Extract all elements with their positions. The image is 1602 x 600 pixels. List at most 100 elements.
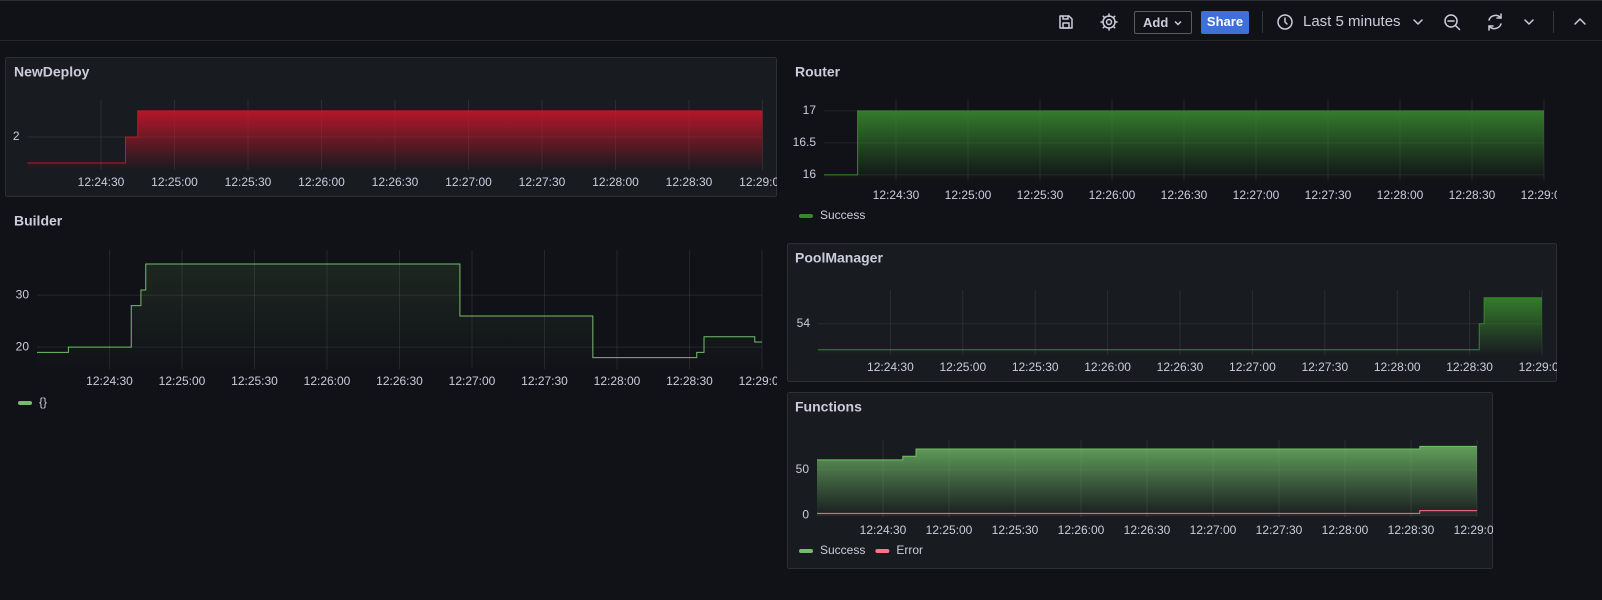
x-tick-label: 12:25:30	[231, 374, 278, 388]
legend-swatch	[875, 549, 890, 553]
x-tick-label: 12:28:00	[1322, 523, 1369, 537]
panel-title: Builder	[14, 213, 63, 229]
x-tick-label: 12:28:30	[666, 175, 713, 189]
x-tick-label: 12:29:00	[1521, 188, 1557, 202]
legend-swatch	[799, 214, 813, 218]
x-tick-label: 12:24:30	[873, 188, 920, 202]
x-tick-label: 12:27:00	[449, 374, 496, 388]
legend-label: {}	[39, 395, 47, 409]
y-tick-label: 50	[796, 462, 810, 476]
x-tick-label: 12:27:00	[1190, 523, 1237, 537]
share-button[interactable]: Share	[1201, 11, 1249, 34]
legend-swatch	[18, 401, 32, 405]
panel-title: NewDeploy	[14, 64, 90, 80]
chevron-down[interactable]	[1409, 13, 1427, 31]
x-tick-label: 12:26:00	[1058, 523, 1105, 537]
x-tick-label: 12:26:00	[304, 374, 351, 388]
chevron	[1174, 20, 1182, 26]
x-tick-label: 12:26:00	[1084, 360, 1131, 374]
refresh-interval[interactable]	[1520, 13, 1538, 31]
x-tick-label: 12:29:00	[739, 175, 777, 189]
y-tick-label: 16	[803, 167, 817, 181]
legend-label: Success	[820, 543, 865, 557]
x-tick-label: 12:26:30	[1161, 188, 1208, 202]
panel: NewDeploy 12:24:30 12:25:00 12:25:30 12:26:0…	[5, 57, 777, 197]
x-tick-label: 12:26:30	[372, 175, 419, 189]
zoom-out-icon[interactable]	[1443, 13, 1461, 31]
x-tick-label: 12:26:30	[1124, 523, 1171, 537]
toolbar: Add Share Last 5 minutes	[0, 0, 1602, 41]
x-tick-label: 12:26:30	[1157, 360, 1204, 374]
x-tick-label: 12:29:00	[1519, 360, 1557, 374]
x-tick-label: 12:25:00	[151, 175, 198, 189]
x-tick-label: 12:25:00	[159, 374, 206, 388]
settings-icon[interactable]	[1100, 13, 1118, 31]
panel-title: Router	[795, 64, 841, 80]
x-tick-label: 12:25:30	[1012, 360, 1059, 374]
x-tick-label: 12:25:00	[926, 523, 973, 537]
x-tick-label: 12:28:00	[1374, 360, 1421, 374]
series-line	[37, 263, 762, 359]
x-tick-label: 12:26:00	[298, 175, 345, 189]
legend-swatch	[799, 549, 813, 553]
series-line	[27, 110, 763, 164]
x-tick-label: 12:25:30	[225, 175, 272, 189]
x-tick-label: 12:26:00	[1089, 188, 1136, 202]
panel: PoolManager 12:24:30 12:25:00 12:25:30 12:26…	[787, 243, 1557, 382]
separator	[1262, 11, 1263, 33]
x-tick-label: 12:29:00	[739, 374, 777, 388]
collapse-icon[interactable]	[1571, 13, 1589, 31]
x-tick-label: 12:28:00	[594, 374, 641, 388]
legend-label: Success	[820, 208, 865, 222]
refresh-icon[interactable]	[1486, 13, 1504, 31]
save-icon[interactable]	[1057, 13, 1075, 31]
area-fill	[817, 446, 1477, 517]
area-fill	[824, 110, 1544, 180]
x-tick-label: 12:28:30	[666, 374, 713, 388]
panel: Router 12:24:30 12:25:00 12:25:30 12:26:00 12…	[793, 64, 1557, 222]
y-tick-label: 54	[797, 316, 811, 330]
x-tick-label: 12:28:30	[1388, 523, 1435, 537]
y-tick-label: 0	[802, 507, 809, 521]
add-button[interactable]: Add	[1134, 11, 1192, 34]
x-tick-label: 12:24:30	[86, 374, 133, 388]
add-label: Add	[1143, 15, 1169, 30]
x-tick-label: 12:25:00	[945, 188, 992, 202]
x-tick-label: 12:26:30	[376, 374, 423, 388]
area-fill	[27, 110, 763, 170]
area-fill	[37, 264, 762, 369]
series-line	[817, 445, 1477, 461]
x-tick-label: 12:24:30	[860, 523, 907, 537]
x-tick-label: 12:27:30	[1301, 360, 1348, 374]
x-tick-label: 12:29:00	[1454, 523, 1493, 537]
separator	[1553, 11, 1554, 33]
series-line	[817, 510, 1477, 514]
x-tick-label: 12:28:30	[1446, 360, 1493, 374]
x-tick-label: 12:27:00	[1229, 360, 1276, 374]
x-tick-label: 12:27:30	[1256, 523, 1303, 537]
time-range-picker[interactable]: Last 5 minutes	[1303, 13, 1401, 30]
y-tick-label: 16.5	[793, 135, 817, 149]
y-tick-label: 30	[16, 287, 30, 301]
x-tick-label: 12:27:30	[1305, 188, 1352, 202]
x-tick-label: 12:25:30	[992, 523, 1039, 537]
y-tick-label: 20	[16, 339, 30, 353]
x-tick-label: 12:28:00	[1377, 188, 1424, 202]
y-tick-label: 2	[13, 129, 20, 143]
x-tick-label: 12:27:30	[521, 374, 568, 388]
x-tick-label: 12:28:30	[1449, 188, 1496, 202]
x-tick-label: 12:27:30	[519, 175, 566, 189]
series-line	[824, 110, 1544, 176]
x-tick-label: 12:24:30	[78, 175, 125, 189]
x-tick-label: 12:25:30	[1017, 188, 1064, 202]
x-tick-label: 12:28:00	[592, 175, 639, 189]
panel-title: PoolManager	[795, 250, 883, 266]
x-tick-label: 12:25:00	[939, 360, 986, 374]
panel-frame	[787, 243, 1557, 382]
clock-icon	[1277, 14, 1293, 30]
x-tick-label: 12:27:00	[445, 175, 492, 189]
panel: Functions 12:24:30 12:25:00 12:25:30 12:26:0…	[787, 392, 1493, 569]
panel: Builder 12:24:30 12:25:00 12:25:30 12:26:00 1…	[14, 213, 777, 409]
